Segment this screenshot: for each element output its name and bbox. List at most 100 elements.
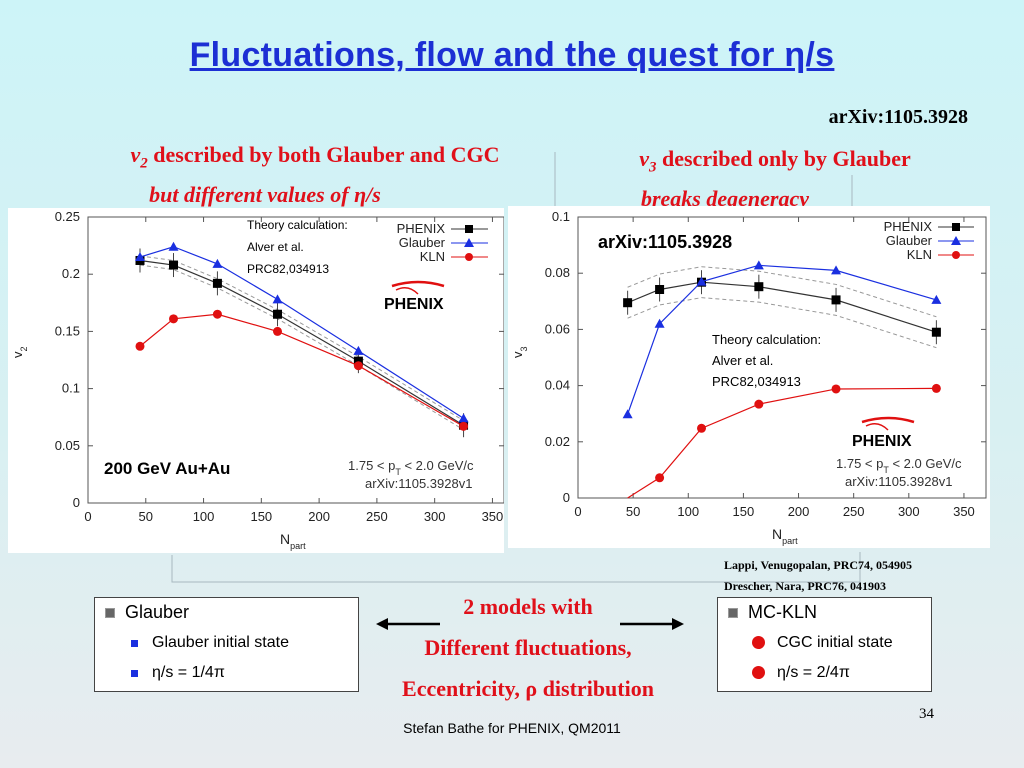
legend-marker-kln	[465, 253, 473, 261]
kln-point	[353, 361, 363, 371]
left-heading-text: described by both Glauber and CGC	[147, 142, 500, 167]
x-tick-label: 0	[84, 509, 91, 524]
references: Lappi, Venugopalan, PRC74, 054905 Dresch…	[724, 555, 912, 597]
arxiv-reference-top: arXiv:1105.3928	[828, 106, 968, 128]
v3-note-line2: Alver et al.	[712, 353, 773, 368]
glauber-point	[622, 409, 633, 419]
kln-point	[459, 421, 469, 431]
kln-point	[831, 384, 841, 394]
glauber-point	[458, 413, 469, 423]
v2-note-line3: PRC82,034913	[247, 262, 329, 276]
glauber-box: Glauber Glauber initial state η/s = 1/4π	[94, 597, 359, 692]
y-tick-label: 0	[73, 495, 80, 510]
kln-line	[627, 387, 937, 499]
phenix-systematic-band	[627, 297, 937, 349]
legend-marker-phenix	[952, 223, 960, 231]
x-tick-label: 50	[626, 504, 640, 519]
page-number: 34	[919, 706, 934, 722]
glauber-item-2-text: η/s = 1/4π	[152, 664, 225, 681]
x-tick-label: 300	[898, 504, 920, 519]
left-heading-line2: but different values of η/s	[149, 182, 381, 207]
slide-title: Fluctuations, flow and the quest for η/s	[189, 36, 835, 74]
mc-kln-item-2-text: η/s = 2/4π	[777, 664, 850, 681]
kln-line	[139, 313, 464, 427]
footer: Stefan Bathe for PHENIX, QM2011	[403, 720, 621, 736]
legend-marker-kln	[952, 251, 960, 259]
left-heading: v2 described by both Glauber and CGC	[0, 142, 630, 172]
kln-point	[655, 473, 665, 483]
legend-label-phenix: PHENIX	[884, 219, 933, 234]
kln-point	[135, 341, 145, 351]
v3-chart-series	[622, 260, 942, 499]
reference-2: Drescher, Nara, PRC76, 041903	[724, 579, 886, 593]
phenix-logo-wing-left	[395, 287, 419, 295]
red-dot-icon	[752, 636, 765, 649]
phenix-point	[831, 295, 841, 305]
v2-chart: 0 50 100 150 200 250 300 350 0 0.05 0.1 0.15 0.2 0.25…	[10, 209, 505, 551]
center-line-3: Eccentricity, ρ distribution	[402, 676, 654, 701]
bullet-square-icon	[131, 670, 138, 677]
glauber-box-title-row: Glauber	[105, 602, 189, 623]
arrows	[376, 618, 684, 630]
v2-xlabel: Npart	[280, 531, 306, 551]
y-tick-label: 0.2	[62, 266, 80, 281]
glauber-point	[654, 318, 665, 328]
v2-note-line2: Alver et al.	[247, 240, 304, 254]
phenix-systematic-band	[627, 266, 937, 318]
glauber-item-1-text: Glauber initial state	[152, 634, 289, 651]
center-line-2: Different fluctuations,	[424, 635, 632, 660]
x-tick-label: 100	[193, 509, 215, 524]
center-comparison: 2 models with Different fluctuations, Ec…	[360, 586, 696, 709]
left-heading-symbol: v	[130, 142, 141, 167]
legend-label-glauber: Glauber	[399, 235, 446, 250]
phenix-logo-wing-left	[865, 423, 889, 431]
energy-label: 200 GeV Au+Au	[104, 459, 230, 478]
legend-marker-glauber	[951, 236, 961, 245]
glauber-item-1: Glauber initial state	[131, 634, 289, 652]
x-tick-label: 200	[308, 509, 330, 524]
v2-chart-panel: 0 50 100 150 200 250 300 350 0 0.05 0.1 0.15 0.2 0.25…	[8, 208, 505, 553]
legend-label-phenix: PHENIX	[397, 221, 446, 236]
y-tick-label: 0.04	[545, 378, 570, 393]
phenix-systematic-band	[139, 255, 464, 422]
phenix-systematic-band	[139, 264, 464, 431]
x-tick-label: 350	[953, 504, 975, 519]
mc-kln-item-2: η/s = 2/4π	[752, 664, 850, 682]
phenix-point	[353, 356, 363, 366]
glauber-point	[753, 260, 764, 270]
mc-kln-box-title-row: MC-KLN	[728, 602, 817, 623]
kln-point	[169, 314, 179, 324]
v2-legend: PHENIX Glauber KLN	[397, 221, 488, 264]
x-tick-label: 250	[843, 504, 865, 519]
phenix-line	[627, 281, 937, 333]
glauber-line	[627, 264, 937, 415]
x-tick-label: 100	[677, 504, 699, 519]
mc-kln-box: MC-KLN CGC initial state η/s = 2/4π	[717, 597, 932, 692]
v3-pt-range: 1.75 < pT < 2.0 GeV/c	[836, 456, 962, 475]
v2-pt-range: 1.75 < pT < 2.0 GeV/c	[348, 458, 474, 477]
right-heading-text: described only by Glauber	[656, 146, 911, 171]
glauber-point	[168, 241, 179, 251]
phenix-point	[212, 278, 222, 288]
x-tick-label: 350	[482, 509, 504, 524]
v3-theory-note: Theory calculation: Alver et al. PRC82,0…	[712, 332, 821, 389]
y-tick-label: 0.1	[552, 209, 570, 224]
v3-note-line3: PRC82,034913	[712, 374, 801, 389]
v2-arxiv-label: arXiv:1105.3928v1	[365, 476, 472, 491]
x-tick-label: 0	[574, 504, 581, 519]
v2-note-line1: Theory calculation:	[247, 218, 348, 232]
phenix-point	[931, 327, 941, 337]
glauber-line	[139, 246, 464, 419]
phenix-line	[139, 259, 464, 426]
phenix-point	[623, 298, 633, 308]
v2-ylabel: v2	[10, 346, 29, 358]
glauber-box-title: Glauber	[125, 602, 190, 622]
x-tick-label: 250	[366, 509, 388, 524]
y-tick-label: 0.25	[55, 209, 80, 224]
y-tick-label: 0.06	[545, 321, 570, 336]
legend-label-glauber: Glauber	[886, 233, 933, 248]
v3-arxiv-label: arXiv:1105.3928v1	[845, 474, 952, 489]
glauber-point	[696, 276, 707, 286]
y-tick-label: 0.1	[62, 381, 80, 396]
v3-chart-axes: 0 50 100 150 200 250 300 350 0 0.02 0.04 0.06 0.08 0.…	[545, 209, 987, 519]
